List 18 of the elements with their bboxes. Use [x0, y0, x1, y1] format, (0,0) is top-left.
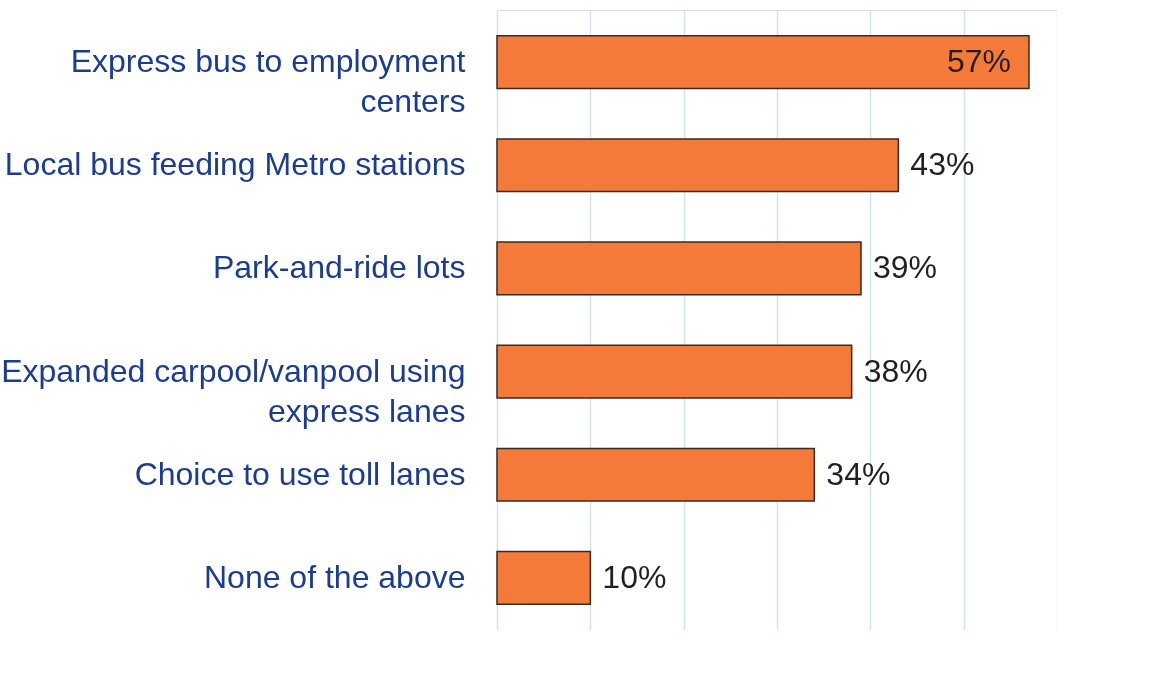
y-tick-label: Choice to use toll lanes	[134, 455, 466, 492]
y-tick-label: Local bus feeding Metro stations	[4, 146, 466, 183]
bar	[496, 447, 816, 502]
data-label: 43%	[910, 146, 975, 183]
data-label: 34%	[826, 455, 891, 492]
bar	[496, 241, 862, 296]
y-tick-label: Expanded carpool/vanpool using express lanes	[1, 352, 466, 429]
data-label: 57%	[946, 43, 1011, 80]
y-tick-label: Park-and-ride lots	[212, 249, 466, 286]
bar	[496, 344, 853, 399]
y-tick-label: Express bus to employment centers	[70, 43, 466, 120]
data-label: 38%	[863, 352, 928, 389]
bar	[496, 35, 1030, 90]
bar	[496, 138, 900, 193]
data-label: 39%	[873, 249, 938, 286]
y-tick-label: None of the above	[203, 558, 466, 595]
data-label: 10%	[602, 558, 667, 595]
bar	[496, 550, 592, 605]
